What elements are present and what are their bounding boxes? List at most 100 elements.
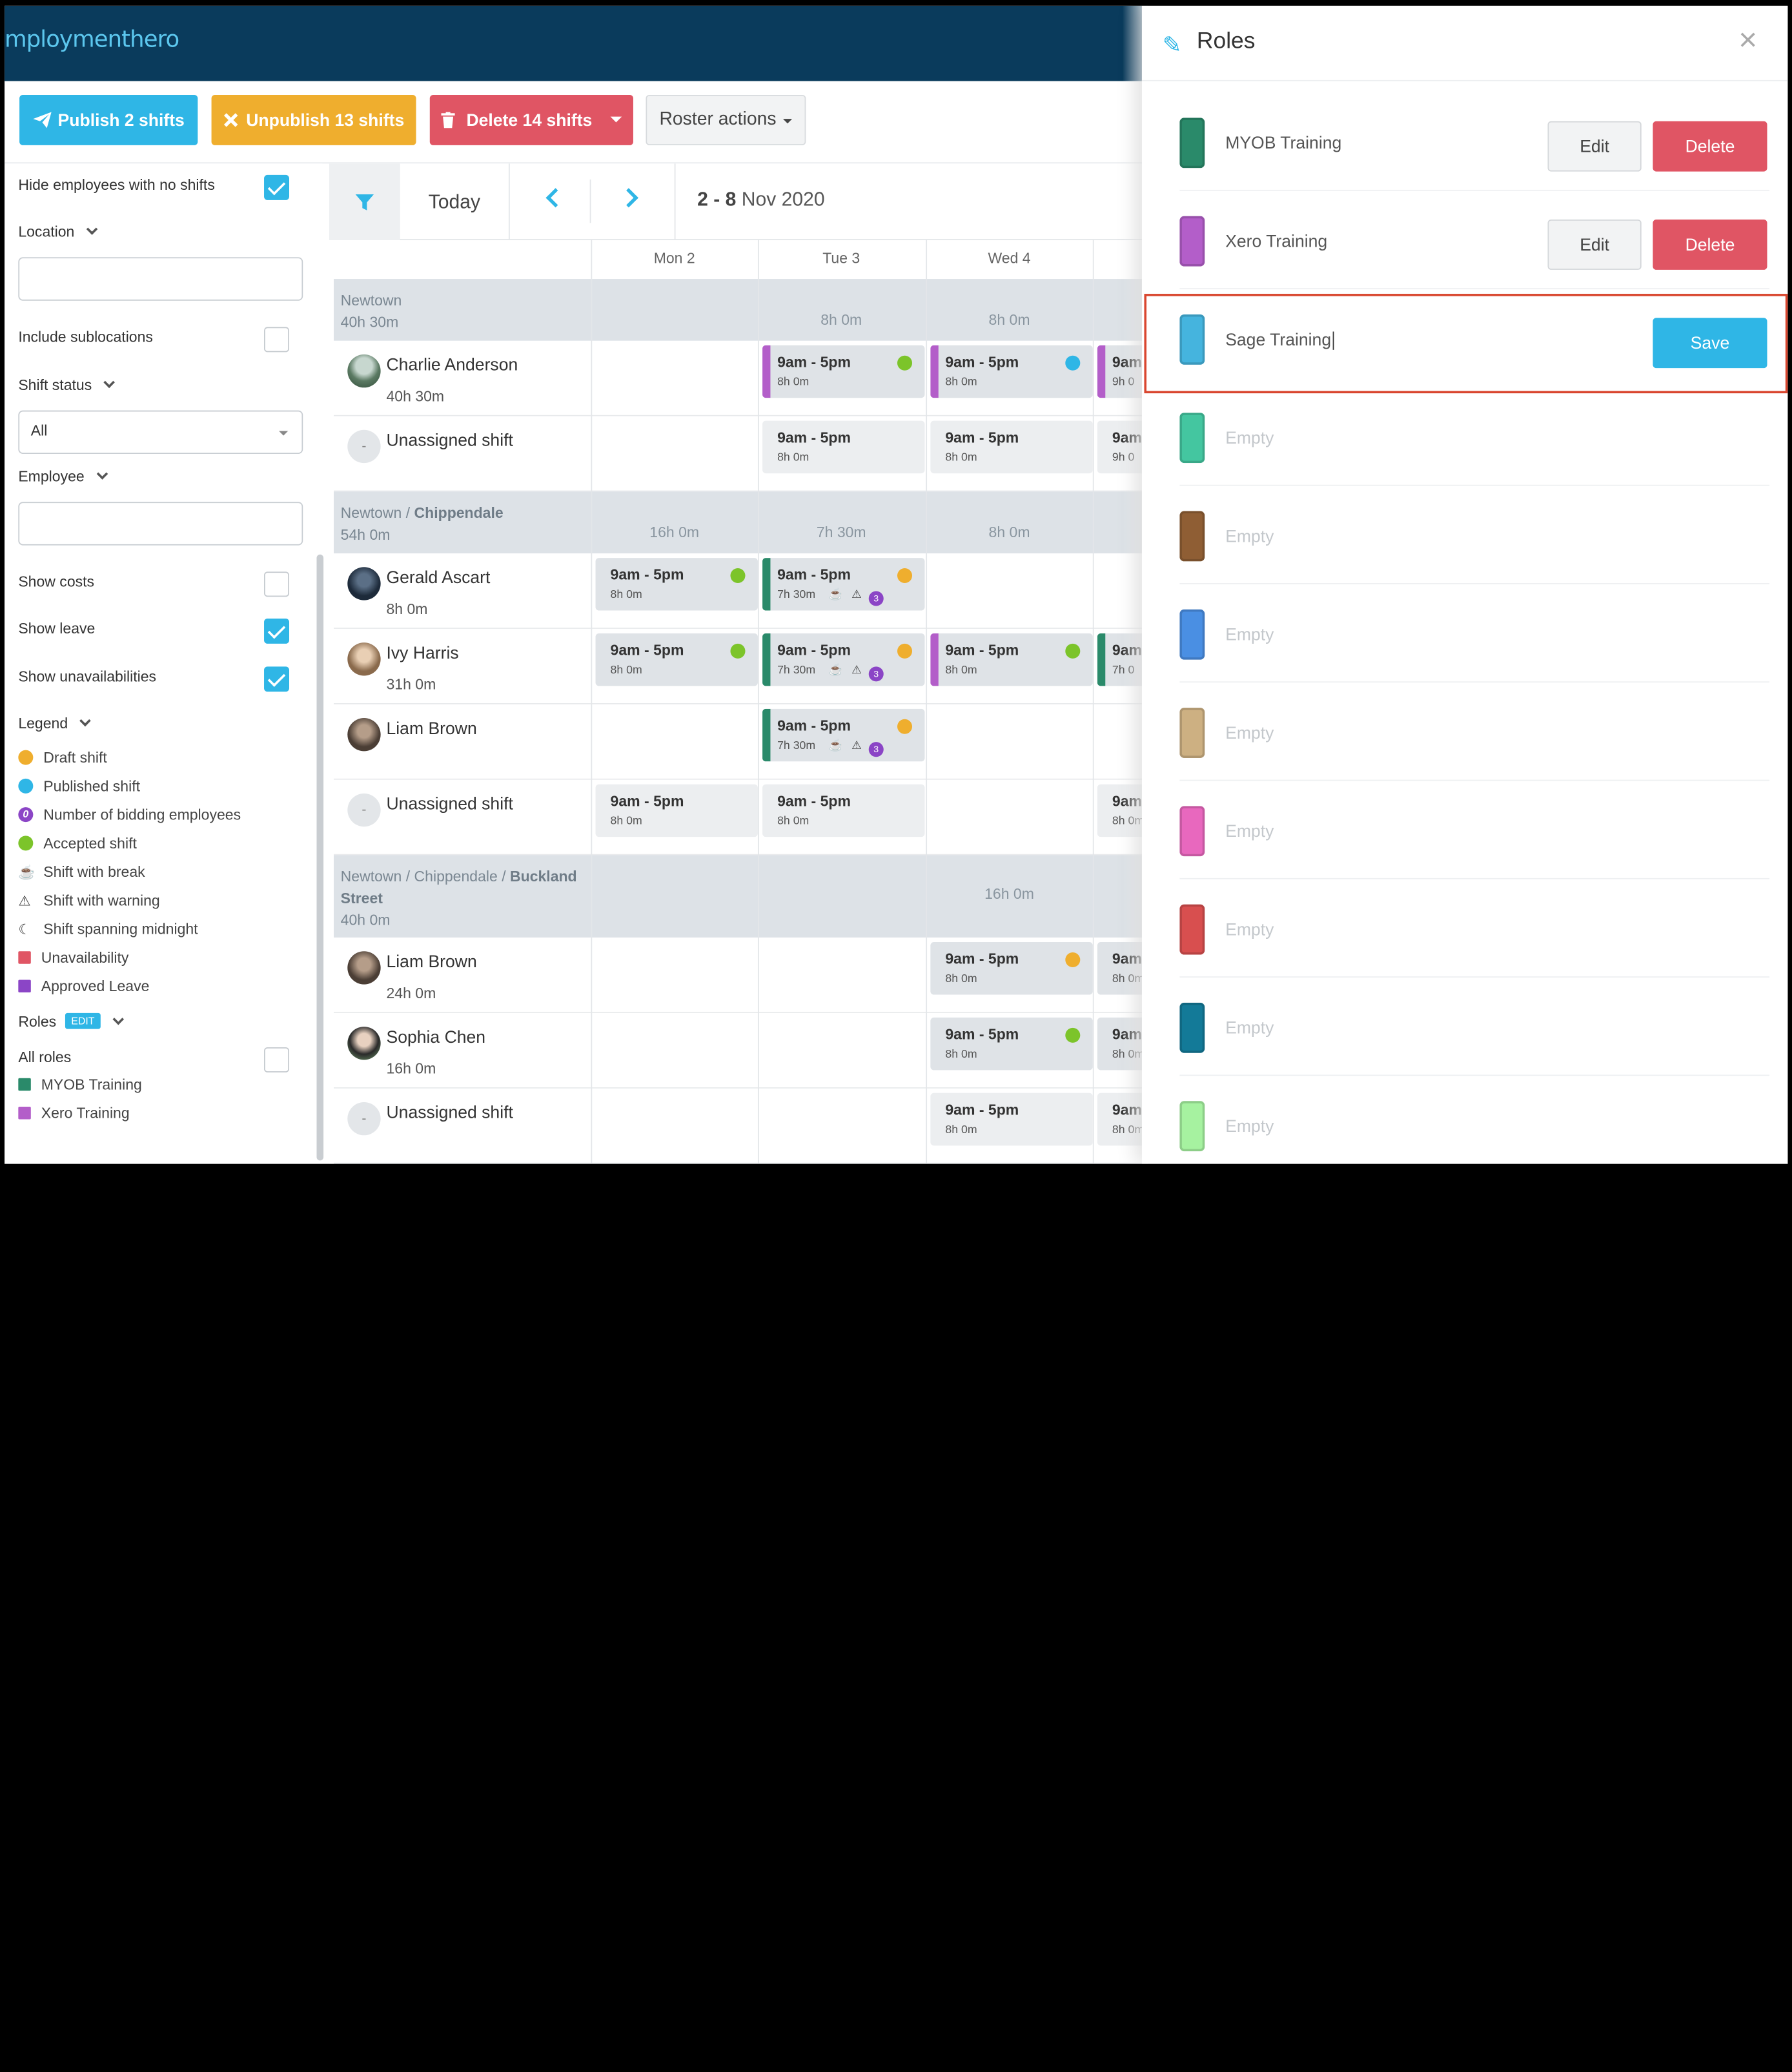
- employee-name[interactable]: Charlie Anderson: [386, 355, 518, 375]
- group-name: Newtown / Chippendale / Buckland Street 40…: [341, 865, 577, 930]
- shift-status-toggle[interactable]: Shift status: [18, 376, 116, 393]
- role-row: MYOB Training Edit Delete: [1179, 92, 1770, 191]
- chevron-down-icon[interactable]: [610, 116, 622, 128]
- chevron-left-icon[interactable]: [545, 188, 565, 208]
- column-divider: [591, 240, 593, 1164]
- bid-count-badge-icon: 0: [18, 807, 34, 823]
- role-name-input[interactable]: Empty: [1225, 429, 1274, 449]
- role-color-swatch[interactable]: [1179, 1101, 1205, 1152]
- role-name-input[interactable]: Sage Training: [1225, 330, 1334, 350]
- role-name-value: Sage Training: [1225, 330, 1332, 350]
- role-name: MYOB Training: [1225, 134, 1342, 154]
- legend-bidding-label: Number of bidding employees: [43, 806, 241, 823]
- check-badge-icon: [1065, 1027, 1081, 1043]
- column-divider: [926, 240, 928, 1164]
- delete-shifts-button[interactable]: Delete 14 shifts: [429, 94, 633, 145]
- role-color-swatch[interactable]: [1179, 1002, 1205, 1053]
- role-color-swatch[interactable]: [1179, 609, 1205, 660]
- delete-role-button[interactable]: Delete: [1653, 219, 1767, 270]
- role-name-input[interactable]: Empty: [1225, 1018, 1274, 1038]
- edit-role-button[interactable]: Edit: [1547, 121, 1642, 172]
- roles-toggle[interactable]: Roles EDIT: [18, 1012, 124, 1031]
- role-name-input[interactable]: Empty: [1225, 1116, 1274, 1137]
- role-name-input[interactable]: Empty: [1225, 723, 1274, 743]
- employee-name[interactable]: Gerald Ascart: [386, 568, 491, 588]
- employee-name[interactable]: Liam Brown: [386, 719, 477, 739]
- shift-card[interactable]: 9am - 5pm 8h 0m: [930, 420, 1093, 474]
- unpublish-shifts-button[interactable]: Unpublish 13 shifts: [211, 94, 416, 145]
- role-filter-xero[interactable]: Xero Training: [18, 1104, 130, 1122]
- legend-midnight-label: Shift spanning midnight: [43, 920, 198, 938]
- edit-role-button[interactable]: Edit: [1547, 219, 1642, 270]
- all-roles-checkbox[interactable]: [264, 1047, 289, 1072]
- role-name: Xero Training: [1225, 232, 1328, 252]
- filter-button[interactable]: [329, 163, 400, 240]
- employee-toggle[interactable]: Employee: [18, 467, 108, 485]
- date-range-days: 2 - 8: [697, 189, 737, 210]
- delete-role-button[interactable]: Delete: [1653, 121, 1767, 172]
- shift-status-select[interactable]: All: [18, 410, 303, 454]
- publish-shifts-button[interactable]: Publish 2 shifts: [19, 94, 198, 145]
- show-unavailabilities-checkbox[interactable]: [264, 666, 289, 692]
- shift-duration: 8h 0m: [777, 376, 809, 389]
- employee-name[interactable]: Liam Brown: [386, 952, 477, 972]
- role-color-bar: [762, 345, 771, 398]
- legend-break-label: Shift with break: [43, 863, 145, 881]
- employee-input[interactable]: [18, 502, 303, 546]
- role-color-swatch[interactable]: [1179, 314, 1205, 365]
- location-input[interactable]: [18, 257, 303, 301]
- role-color-swatch[interactable]: [1179, 806, 1205, 857]
- role-name-input[interactable]: Empty: [1225, 527, 1274, 547]
- check-badge-icon: [730, 643, 746, 659]
- shift-card[interactable]: 9am - 5pm 7h 30m ☕ ⚠ 3: [762, 558, 925, 611]
- roles-edit-button[interactable]: EDIT: [65, 1012, 101, 1029]
- hide-no-shifts-checkbox[interactable]: [264, 174, 289, 200]
- role-color-swatch[interactable]: [1179, 511, 1205, 562]
- show-costs-checkbox[interactable]: [264, 571, 289, 597]
- shift-card[interactable]: 9am - 5pm 8h 0m: [930, 1092, 1093, 1146]
- roster-actions-dropdown[interactable]: Roster actions: [646, 94, 806, 145]
- role-color-swatch[interactable]: [1179, 216, 1205, 267]
- unassigned-avatar: -: [347, 793, 381, 827]
- sidebar-scrollbar[interactable]: [316, 554, 324, 1161]
- shift-card[interactable]: 9am - 5pm 7h 30m ☕ ⚠ 3: [762, 633, 925, 686]
- save-role-button[interactable]: Save: [1653, 318, 1767, 369]
- location-toggle[interactable]: Location: [18, 223, 98, 240]
- chevron-down-icon: [79, 715, 92, 727]
- shift-time: 9am - 5pm: [777, 641, 851, 659]
- shift-card[interactable]: 9am - 5pm 8h 0m: [595, 784, 758, 837]
- legend-toggle[interactable]: Legend: [18, 714, 92, 732]
- role-name-input[interactable]: Empty: [1225, 920, 1274, 940]
- employee-name[interactable]: Ivy Harris: [386, 643, 459, 664]
- day-header-tue: Tue 3: [822, 249, 860, 267]
- role-color-swatch[interactable]: [1179, 904, 1205, 955]
- role-color-swatch[interactable]: [1179, 413, 1205, 464]
- employee-row: Liam Brown 24h 0m: [334, 938, 1148, 1013]
- role-color-swatch[interactable]: [1179, 118, 1205, 169]
- shift-card[interactable]: 9am - 5pm 8h 0m: [930, 1017, 1093, 1071]
- role-filter-myob[interactable]: MYOB Training: [18, 1076, 142, 1093]
- shift-card[interactable]: 9am - 5pm 8h 0m: [930, 942, 1093, 995]
- shift-card[interactable]: 9am - 5pm 7h 30m ☕ ⚠ 3: [762, 708, 925, 762]
- role-color-swatch[interactable]: [1179, 708, 1205, 758]
- group-title: Chippendale: [414, 504, 504, 522]
- legend-label: Legend: [18, 714, 68, 732]
- shift-card[interactable]: 9am - 5pm 8h 0m: [595, 633, 758, 686]
- chevron-right-icon[interactable]: [618, 188, 638, 208]
- role-name-input[interactable]: Empty: [1225, 822, 1274, 842]
- shift-card[interactable]: 9am - 5pm 8h 0m: [762, 784, 925, 837]
- roles-label: Roles: [18, 1012, 57, 1031]
- include-sublocations-checkbox[interactable]: [264, 327, 289, 353]
- shift-card[interactable]: 9am - 5pm 8h 0m: [930, 345, 1093, 398]
- role-name-input[interactable]: Empty: [1225, 625, 1274, 645]
- shift-card[interactable]: 9am - 5pm 8h 0m: [930, 633, 1093, 686]
- shift-card[interactable]: 9am - 5pm 8h 0m: [762, 420, 925, 474]
- close-icon[interactable]: ×: [1738, 21, 1758, 57]
- show-leave-checkbox[interactable]: [264, 618, 289, 644]
- today-button[interactable]: Today: [400, 163, 510, 240]
- shift-card[interactable]: 9am - 5pm 8h 0m: [762, 345, 925, 398]
- employee-name[interactable]: Sophia Chen: [386, 1027, 486, 1047]
- shift-card[interactable]: 9am - 5pm 8h 0m: [595, 558, 758, 611]
- employee-row: Charlie Anderson 40h 30m: [334, 341, 1148, 416]
- brand-logo[interactable]: mploymenthero: [5, 25, 179, 53]
